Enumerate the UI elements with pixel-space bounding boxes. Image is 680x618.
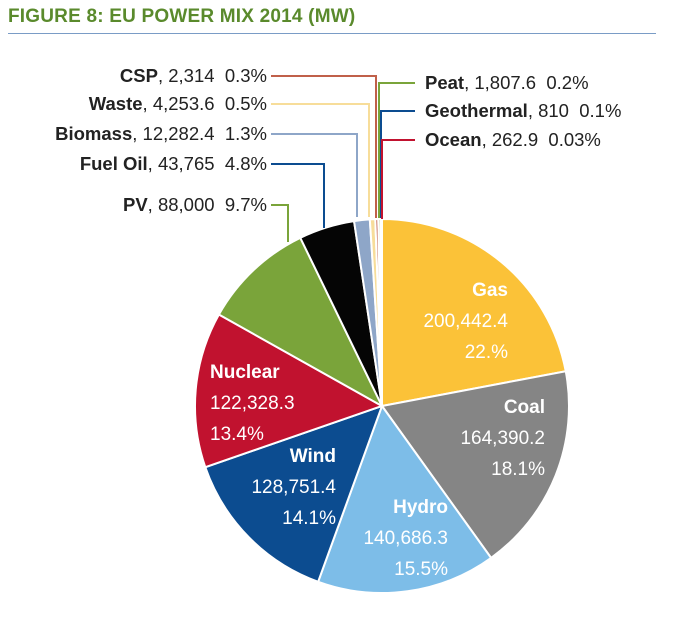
slice-name-gas: Gas xyxy=(472,280,508,301)
slice-label-pv: PV, 88,000 9.7% xyxy=(123,194,267,215)
slice-pct-coal: 18.1% xyxy=(491,459,545,480)
slice-label-peat: Peat, 1,807.6 0.2% xyxy=(425,72,589,93)
slice-value-pv: 88,000 xyxy=(158,194,215,215)
slice-label-hydro: Hydro 140,686.3 15.5% xyxy=(363,497,448,580)
slice-label-geothermal: Geothermal, 810 0.1% xyxy=(425,100,621,121)
leader-line-pv xyxy=(271,204,289,242)
label-gap xyxy=(215,194,225,215)
pie-slice-hydro xyxy=(316,403,493,594)
slice-label-csp: CSP, 2,314 0.3% xyxy=(120,65,267,86)
label-gap xyxy=(215,153,225,174)
slice-label-gas: Gas 200,442.4 22.% xyxy=(423,280,508,363)
leader-line-geothermal xyxy=(380,110,415,218)
pie-slice-wind xyxy=(204,404,384,584)
label-separator: , xyxy=(148,153,158,174)
slice-label-biomass: Biomass, 12,282.4 1.3% xyxy=(55,123,267,144)
pie-slice-coal xyxy=(380,370,570,560)
slice-label-ocean: Ocean, 262.9 0.03% xyxy=(425,129,601,150)
slice-pct-fuel-oil: 4.8% xyxy=(225,153,267,174)
slice-value-wind: 128,751.4 xyxy=(251,477,336,498)
slice-pct-csp: 0.3% xyxy=(225,65,267,86)
label-separator: , xyxy=(482,129,492,150)
slice-label-wind: Wind 128,751.4 14.1% xyxy=(251,446,336,529)
slice-value-hydro: 140,686.3 xyxy=(363,528,448,549)
label-gap xyxy=(215,123,225,144)
slice-label-coal: Coal 164,390.2 18.1% xyxy=(460,397,545,480)
slice-value-biomass: 12,282.4 xyxy=(143,123,215,144)
slice-name-hydro: Hydro xyxy=(393,497,448,518)
label-gap xyxy=(215,93,225,114)
pie-slice-nuclear xyxy=(194,313,385,469)
slice-name-nuclear: Nuclear xyxy=(210,362,280,383)
slice-pct-gas: 22.% xyxy=(465,342,508,363)
slice-pct-nuclear: 13.4% xyxy=(210,424,264,445)
slice-name-fuel-oil: Fuel Oil xyxy=(80,153,148,174)
label-separator: , xyxy=(132,123,142,144)
slice-label-nuclear: Nuclear 122,328.3 13.4% xyxy=(210,362,295,445)
slice-pct-pv: 9.7% xyxy=(225,194,267,215)
pie-slice-gas xyxy=(381,217,567,408)
slice-pct-wind: 14.1% xyxy=(282,508,336,529)
leader-line-fuel-oil xyxy=(271,163,325,228)
slice-label-fuel-oil: Fuel Oil, 43,765 4.8% xyxy=(80,153,267,174)
label-gap xyxy=(215,65,225,86)
leader-lines xyxy=(271,75,415,242)
label-separator: , xyxy=(143,93,153,114)
label-gap xyxy=(569,100,579,121)
slice-value-gas: 200,442.4 xyxy=(423,311,508,332)
label-separator: , xyxy=(148,194,158,215)
slice-value-ocean: 262.9 xyxy=(492,129,538,150)
slice-name-coal: Coal xyxy=(504,397,545,418)
label-separator: , xyxy=(464,72,474,93)
label-separator: , xyxy=(158,65,168,86)
label-gap xyxy=(538,129,548,150)
slice-value-waste: 4,253.6 xyxy=(153,93,215,114)
slice-label-waste: Waste, 4,253.6 0.5% xyxy=(89,93,267,114)
slice-name-ocean: Ocean xyxy=(425,129,482,150)
chart-title: FIGURE 8: EU POWER MIX 2014 (MW) xyxy=(8,6,356,27)
slice-name-csp: CSP xyxy=(120,65,158,86)
slice-name-wind: Wind xyxy=(290,446,336,467)
label-separator: , xyxy=(528,100,538,121)
slice-pct-geothermal: 0.1% xyxy=(579,100,621,121)
slice-pct-hydro: 15.5% xyxy=(394,559,448,580)
leader-line-peat xyxy=(378,82,415,218)
slice-name-waste: Waste xyxy=(89,93,143,114)
pie-slice-pv xyxy=(217,236,385,409)
pie-slices xyxy=(194,217,570,594)
leader-line-biomass xyxy=(271,133,358,217)
slice-pct-peat: 0.2% xyxy=(546,72,588,93)
slice-value-coal: 164,390.2 xyxy=(460,428,545,449)
slice-pct-ocean: 0.03% xyxy=(548,129,600,150)
slice-name-geothermal: Geothermal xyxy=(425,100,528,121)
slice-name-biomass: Biomass xyxy=(55,123,132,144)
slice-value-peat: 1,807.6 xyxy=(474,72,536,93)
slice-name-peat: Peat xyxy=(425,72,464,93)
slice-name-pv: PV xyxy=(123,194,148,215)
slice-value-geothermal: 810 xyxy=(538,100,569,121)
title-divider xyxy=(8,33,656,34)
slice-pct-biomass: 1.3% xyxy=(225,123,267,144)
slice-value-nuclear: 122,328.3 xyxy=(210,393,295,414)
leader-line-ocean xyxy=(381,139,415,219)
slice-value-fuel-oil: 43,765 xyxy=(158,153,215,174)
leader-line-waste xyxy=(271,103,370,217)
slice-pct-waste: 0.5% xyxy=(225,93,267,114)
leader-line-csp xyxy=(271,75,377,218)
slice-value-csp: 2,314 xyxy=(168,65,214,86)
slice-labels: Gas 200,442.4 22.% Coal 164,390.2 18.1% Hydro 1… xyxy=(55,65,621,580)
label-gap xyxy=(536,72,546,93)
